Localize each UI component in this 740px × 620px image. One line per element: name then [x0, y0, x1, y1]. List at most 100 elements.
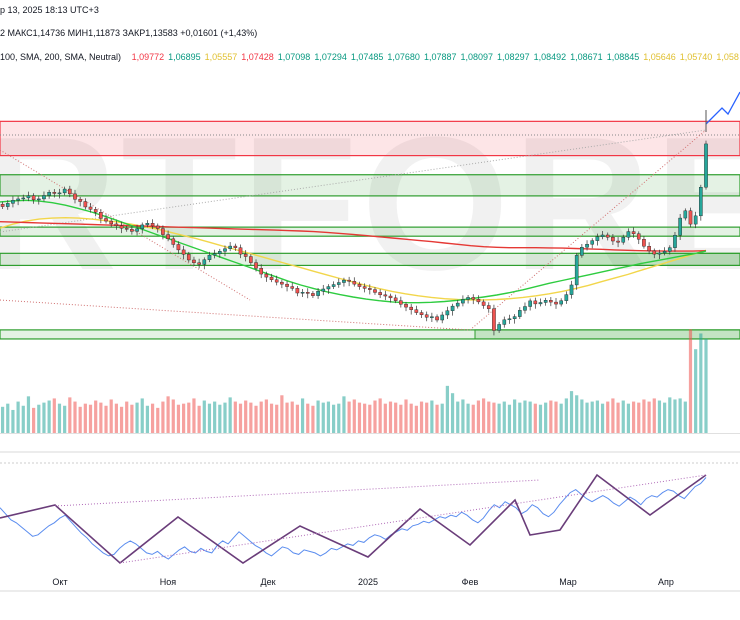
candle-46: [238, 247, 243, 255]
candle-7: [36, 198, 41, 201]
candle-72: [373, 289, 377, 293]
volume-bar-0: [0, 406, 5, 433]
volume-bar-3: [16, 401, 20, 433]
candle-17: [88, 206, 93, 210]
candle-126: [652, 250, 657, 255]
candle-15: [78, 199, 82, 202]
volume-bar-77: [399, 404, 403, 433]
volume-bar-80: [414, 405, 418, 433]
candle-18: [93, 209, 98, 213]
volume-bar-101: [523, 400, 527, 433]
volume-bar-129: [668, 397, 672, 433]
volume-bar-79: [409, 403, 413, 433]
candle-91: [471, 297, 476, 300]
candle-24: [124, 228, 129, 230]
candle-103: [533, 300, 538, 305]
candle-120: [621, 237, 626, 243]
volume-bar-133: [688, 329, 693, 433]
header-date: р 13, 2025 18:13 UTC+3: [0, 5, 99, 15]
trend-line-4: [0, 149, 251, 301]
candle-90: [466, 297, 470, 300]
candle-1: [5, 203, 10, 207]
candle-92: [476, 299, 481, 303]
indicator-value-5: 1,07294: [314, 52, 347, 62]
volume-bar-115: [595, 400, 599, 433]
candle-33: [171, 238, 176, 245]
volume-bar-43: [223, 402, 227, 433]
volume-bar-69: [357, 402, 362, 433]
volume-bar-72: [373, 400, 377, 433]
candle-107: [554, 301, 558, 305]
volume-bar-124: [642, 399, 646, 433]
volume-bar-48: [249, 402, 253, 433]
volume-bar-107: [554, 401, 558, 433]
candle-6: [31, 195, 36, 200]
candle-105: [543, 300, 548, 303]
candle-85: [440, 314, 445, 321]
volume-bar-39: [202, 400, 206, 433]
candle-113: [585, 244, 589, 248]
candle-114: [590, 240, 595, 245]
candle-23: [119, 225, 124, 229]
indicator-value-2: 1,05557: [204, 52, 238, 62]
candle-42: [218, 251, 222, 254]
candle-64: [331, 284, 336, 287]
volume-bar-98: [507, 404, 512, 433]
volume-bar-93: [481, 398, 486, 433]
volume-bar-71: [368, 404, 372, 433]
candle-70: [362, 286, 367, 289]
volume-bar-91: [471, 404, 475, 433]
indicator-value-12: 1,08671: [570, 52, 603, 62]
candle-67: [347, 279, 351, 282]
volume-bar-96: [497, 403, 501, 433]
volume-bar-33: [171, 399, 175, 433]
volume-bar-37: [192, 398, 196, 433]
candle-87: [450, 305, 455, 311]
candle-13: [68, 188, 72, 195]
volume-bar-11: [57, 403, 62, 433]
volume-bar-31: [161, 401, 165, 433]
volume-bar-116: [600, 403, 605, 433]
candle-95: [492, 308, 496, 331]
volume-bar-134: [694, 349, 698, 433]
volume-bar-59: [306, 403, 310, 433]
candle-117: [605, 234, 610, 238]
candle-71: [368, 288, 372, 290]
candle-12: [62, 188, 67, 194]
candle-129: [667, 247, 672, 252]
volume-bar-81: [419, 401, 424, 433]
volume-bar-87: [450, 393, 455, 433]
volume-bar-34: [176, 404, 181, 433]
volume-bar-100: [518, 402, 522, 433]
candle-22: [114, 223, 119, 226]
candle-106: [549, 300, 553, 303]
volume-bar-103: [533, 403, 537, 433]
volume-bar-117: [606, 401, 610, 433]
candle-112: [580, 247, 584, 256]
candle-47: [243, 253, 248, 257]
candle-50: [259, 268, 263, 275]
candle-131: [678, 217, 682, 236]
volume-bar-17: [88, 404, 93, 433]
candle-3: [16, 198, 20, 201]
candle-75: [388, 295, 393, 299]
candle-128: [662, 251, 667, 254]
candle-10: [52, 192, 57, 194]
volume-bar-118: [611, 398, 615, 433]
volume-bar-88: [456, 401, 460, 433]
volume-bar-136: [704, 338, 708, 433]
volume-bar-99: [513, 399, 517, 433]
candle-123: [636, 233, 641, 240]
volume-bar-46: [238, 403, 243, 433]
trend-line-1: [0, 129, 707, 233]
rsi-trend-2: [119, 474, 707, 564]
volume-bar-130: [673, 399, 677, 433]
candle-81: [419, 312, 424, 315]
watermark-logo: RTFOREX.: [0, 98, 740, 310]
candle-125: [647, 246, 651, 252]
candle-36: [186, 254, 191, 261]
candle-29: [150, 223, 155, 227]
volume-bar-123: [637, 402, 641, 433]
candle-118: [611, 237, 615, 242]
